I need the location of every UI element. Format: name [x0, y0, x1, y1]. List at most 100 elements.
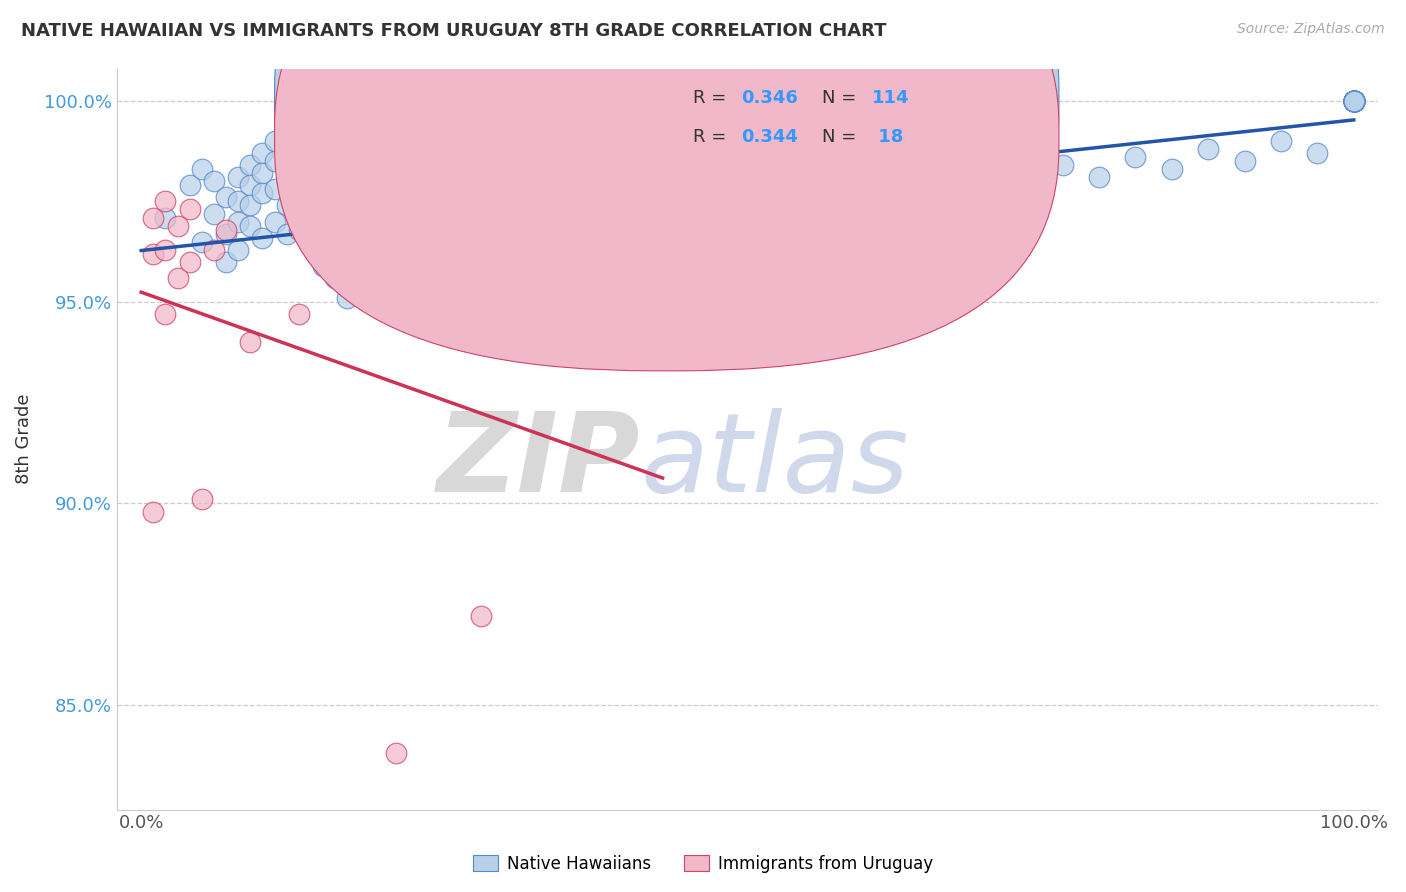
Point [215, 227, 238, 241]
Point [676, 206, 699, 220]
Point [239, 158, 262, 172]
Point [700, 222, 723, 236]
Point [1015, 178, 1038, 193]
Point [349, 263, 371, 277]
Point [1343, 94, 1365, 108]
Point [894, 190, 917, 204]
Point [215, 255, 238, 269]
Text: N =: N = [823, 128, 856, 145]
Point [226, 194, 249, 209]
Point [614, 243, 637, 257]
Point [797, 206, 820, 220]
Point [1343, 94, 1365, 108]
Point [252, 166, 274, 180]
Point [942, 186, 965, 201]
Point [772, 194, 794, 209]
Point [1343, 94, 1365, 108]
Point [1343, 94, 1365, 108]
Point [226, 214, 249, 228]
Point [979, 166, 1001, 180]
Text: 0.346: 0.346 [741, 89, 799, 107]
Point [651, 194, 673, 209]
Point [239, 219, 262, 233]
Point [142, 247, 165, 261]
Point [1343, 94, 1365, 108]
Point [554, 238, 576, 252]
Point [142, 504, 165, 518]
Point [191, 235, 214, 249]
Point [239, 335, 262, 350]
Text: 114: 114 [872, 89, 910, 107]
Point [1343, 94, 1365, 108]
Point [179, 178, 201, 193]
Point [288, 222, 311, 236]
Point [263, 182, 285, 196]
Point [323, 271, 346, 285]
Point [263, 214, 285, 228]
Point [1343, 94, 1365, 108]
Point [155, 211, 177, 225]
Point [1052, 158, 1074, 172]
Point [494, 283, 516, 297]
Point [155, 243, 177, 257]
Point [202, 243, 225, 257]
FancyBboxPatch shape [634, 70, 981, 165]
FancyBboxPatch shape [274, 0, 1059, 333]
Point [239, 198, 262, 212]
Point [1343, 94, 1365, 108]
Point [482, 259, 505, 273]
Point [263, 154, 285, 169]
Point [1343, 94, 1365, 108]
Point [1306, 146, 1329, 161]
Point [591, 227, 613, 241]
Point [179, 255, 201, 269]
Point [1343, 94, 1365, 108]
Point [385, 746, 408, 760]
Text: R =: R = [693, 128, 727, 145]
Point [373, 295, 395, 310]
Point [276, 174, 298, 188]
Point [276, 227, 298, 241]
Point [263, 134, 285, 148]
Point [627, 219, 650, 233]
Text: 18: 18 [872, 128, 904, 145]
Point [433, 271, 456, 285]
Point [1233, 154, 1256, 169]
Point [1343, 94, 1365, 108]
Point [202, 206, 225, 220]
Point [1088, 170, 1111, 185]
Point [1343, 94, 1365, 108]
Point [299, 186, 322, 201]
Point [1160, 162, 1182, 177]
Point [142, 211, 165, 225]
Text: Source: ZipAtlas.com: Source: ZipAtlas.com [1237, 22, 1385, 37]
Point [845, 198, 868, 212]
Point [239, 178, 262, 193]
Point [1343, 94, 1365, 108]
Point [869, 178, 891, 193]
Point [724, 202, 747, 217]
Legend: Native Hawaiians, Immigrants from Uruguay: Native Hawaiians, Immigrants from Urugua… [467, 848, 939, 880]
Point [215, 222, 238, 236]
Point [288, 166, 311, 180]
Point [155, 194, 177, 209]
Point [252, 186, 274, 201]
Point [312, 202, 335, 217]
Text: N =: N = [823, 89, 856, 107]
Text: 0.344: 0.344 [741, 128, 799, 145]
Point [360, 275, 382, 289]
Point [336, 291, 359, 305]
Point [1343, 94, 1365, 108]
Point [1343, 94, 1365, 108]
Point [1343, 94, 1365, 108]
Point [1343, 94, 1365, 108]
Point [215, 190, 238, 204]
Point [396, 283, 419, 297]
Point [299, 235, 322, 249]
Text: ZIP: ZIP [437, 408, 640, 515]
Point [446, 295, 468, 310]
Point [191, 162, 214, 177]
Point [420, 287, 443, 301]
Point [1343, 94, 1365, 108]
Point [517, 251, 540, 265]
